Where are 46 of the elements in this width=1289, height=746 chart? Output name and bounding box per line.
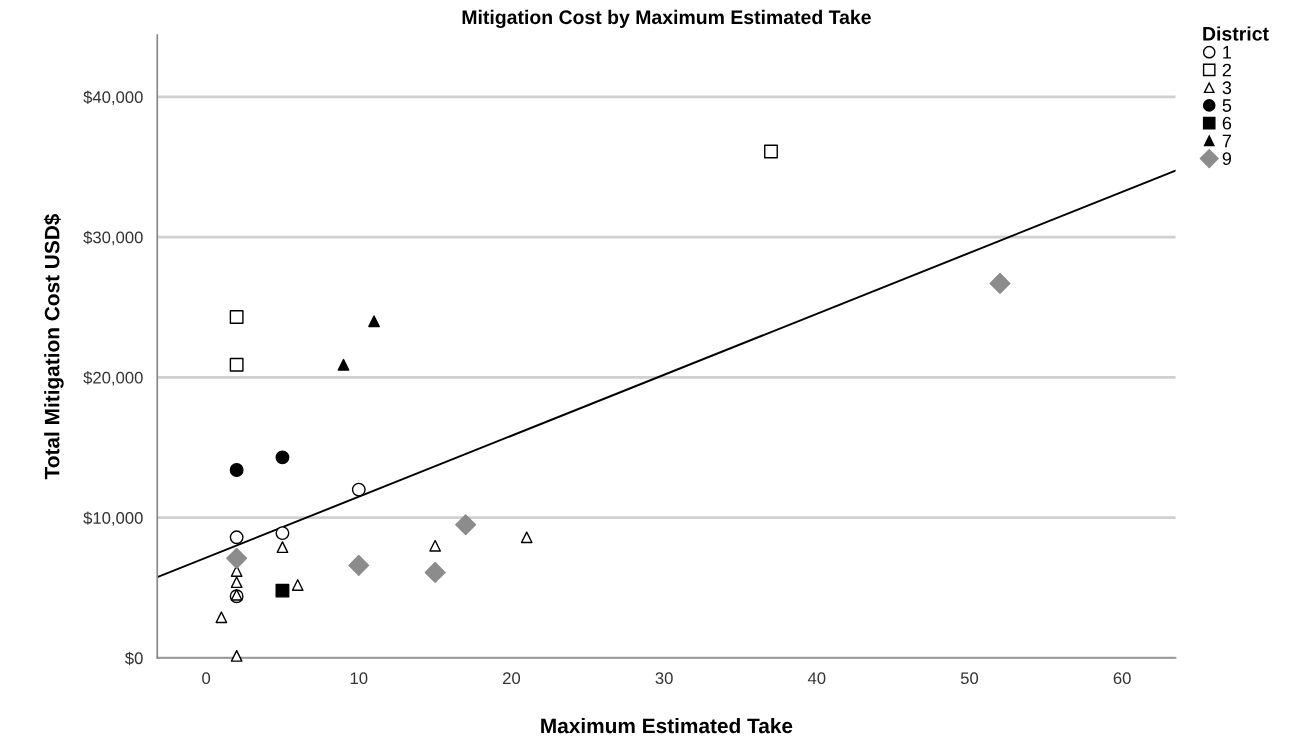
point — [230, 576, 243, 589]
point — [348, 554, 370, 576]
y-tick-label: $10,000 — [83, 511, 143, 526]
legend-label: 9 — [1222, 152, 1232, 166]
y-tick-label: $20,000 — [83, 371, 143, 386]
point — [229, 463, 244, 477]
point — [764, 144, 778, 159]
point — [368, 315, 380, 328]
point — [229, 310, 244, 325]
x-tick-label: 60 — [1113, 672, 1131, 685]
point — [276, 541, 289, 554]
point — [215, 611, 228, 624]
point — [429, 539, 442, 552]
legend-label: 7 — [1222, 134, 1231, 148]
y-tick-label: $0 — [125, 651, 143, 666]
point — [520, 531, 533, 544]
point — [989, 272, 1011, 294]
point — [351, 482, 366, 497]
x-tick-label: 10 — [350, 672, 368, 685]
x-axis-title: Maximum Estimated Take — [541, 717, 793, 734]
point — [455, 514, 477, 536]
legend-label: 6 — [1222, 116, 1232, 130]
point — [229, 530, 244, 545]
legend-title: District — [1203, 26, 1269, 41]
point — [229, 357, 244, 372]
point — [275, 583, 290, 598]
point — [275, 450, 290, 465]
x-tick-label: 30 — [655, 672, 673, 685]
y-tick-label: $30,000 — [83, 230, 143, 246]
point — [275, 526, 290, 541]
point — [226, 547, 248, 569]
point — [337, 358, 350, 371]
x-tick-label: 20 — [503, 672, 521, 685]
legend-label: 1 — [1223, 46, 1232, 59]
x-tick-label: 50 — [960, 672, 979, 685]
point — [424, 561, 446, 583]
y-axis-title: Total Mitigation Cost USD$ — [43, 213, 64, 480]
x-tick-label: 0 — [202, 672, 211, 685]
legend-label: 5 — [1222, 99, 1232, 112]
point — [230, 649, 243, 662]
chart-title: Mitigation Cost by Maximum Estimated Take — [462, 9, 871, 29]
legend-label: 3 — [1222, 81, 1232, 95]
point — [291, 579, 304, 591]
y-tick-label: $40,000 — [83, 90, 143, 105]
legend-label: 2 — [1222, 63, 1231, 77]
x-tick-label: 40 — [807, 672, 826, 685]
